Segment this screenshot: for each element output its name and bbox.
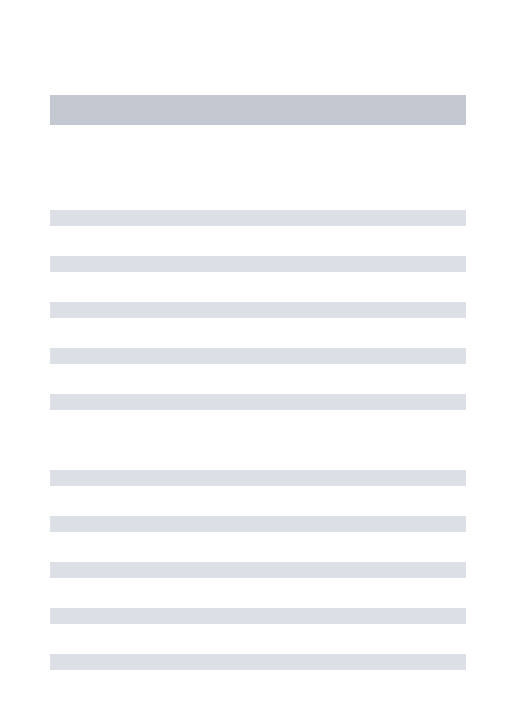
title-placeholder <box>50 95 466 125</box>
text-line-placeholder <box>50 562 466 578</box>
text-line-placeholder <box>50 394 466 410</box>
text-line-placeholder <box>50 470 466 486</box>
paragraph-section-2 <box>50 470 466 670</box>
text-line-placeholder <box>50 608 466 624</box>
text-line-placeholder <box>50 654 466 670</box>
document-skeleton <box>0 0 516 670</box>
paragraph-section-1 <box>50 210 466 410</box>
text-line-placeholder <box>50 256 466 272</box>
text-line-placeholder <box>50 516 466 532</box>
text-line-placeholder <box>50 302 466 318</box>
text-line-placeholder <box>50 210 466 226</box>
text-line-placeholder <box>50 348 466 364</box>
